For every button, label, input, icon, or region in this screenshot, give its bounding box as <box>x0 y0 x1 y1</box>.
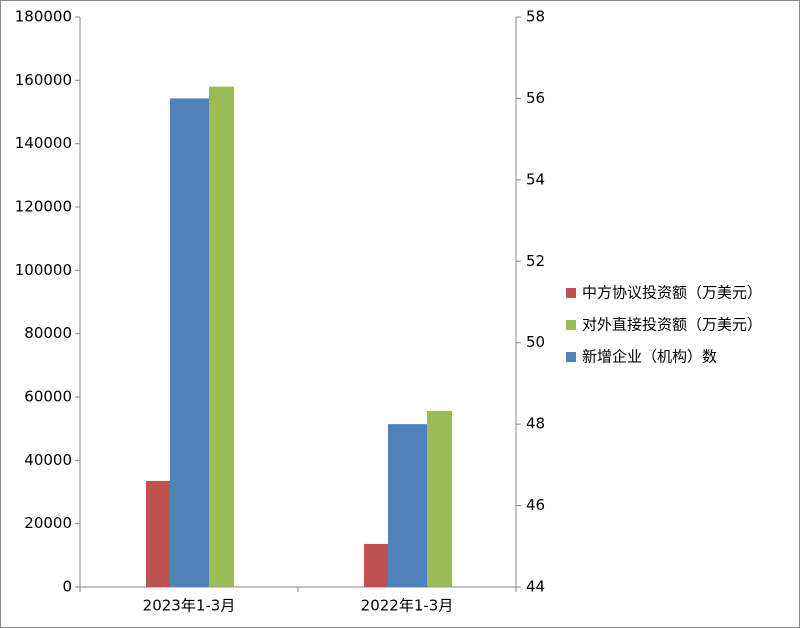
legend-label: 中方协议投资额（万美元） <box>582 284 762 302</box>
y2-tick-label: 56 <box>526 89 545 107</box>
y2-tick-label: 50 <box>526 333 545 351</box>
bar <box>427 410 452 587</box>
y-tick-label: 20000 <box>24 514 72 532</box>
y-tick-label: 180000 <box>15 8 72 26</box>
bar <box>209 86 234 588</box>
y-tick-label: 100000 <box>15 261 72 279</box>
bar <box>146 480 170 587</box>
y2-tick-label: 44 <box>526 578 545 596</box>
y-tick-label: 140000 <box>15 134 72 152</box>
y-tick-label: 0 <box>62 578 72 596</box>
y2-tick-label: 48 <box>526 415 545 433</box>
bar <box>170 98 209 587</box>
y2-tick-label: 52 <box>526 252 545 270</box>
y2-tick-label: 46 <box>526 496 545 514</box>
y-tick-label: 120000 <box>15 198 72 216</box>
legend-swatch <box>566 352 576 362</box>
y-tick-label: 160000 <box>15 71 72 89</box>
x-tick-label: 2023年1-3月 <box>143 597 236 615</box>
y-tick-label: 80000 <box>24 324 72 342</box>
bar <box>364 543 388 587</box>
y-tick-label: 40000 <box>24 451 72 469</box>
y2-tick-label: 54 <box>526 170 545 188</box>
y-tick-label: 60000 <box>24 388 72 406</box>
legend-label: 新增企业（机构）数 <box>582 348 717 366</box>
legend-label: 对外直接投资额（万美元） <box>582 316 762 334</box>
bar <box>388 424 427 587</box>
legend-swatch <box>566 320 576 330</box>
legend-swatch <box>566 288 576 298</box>
y2-tick-label: 58 <box>526 8 545 26</box>
x-tick-label: 2022年1-3月 <box>361 597 454 615</box>
